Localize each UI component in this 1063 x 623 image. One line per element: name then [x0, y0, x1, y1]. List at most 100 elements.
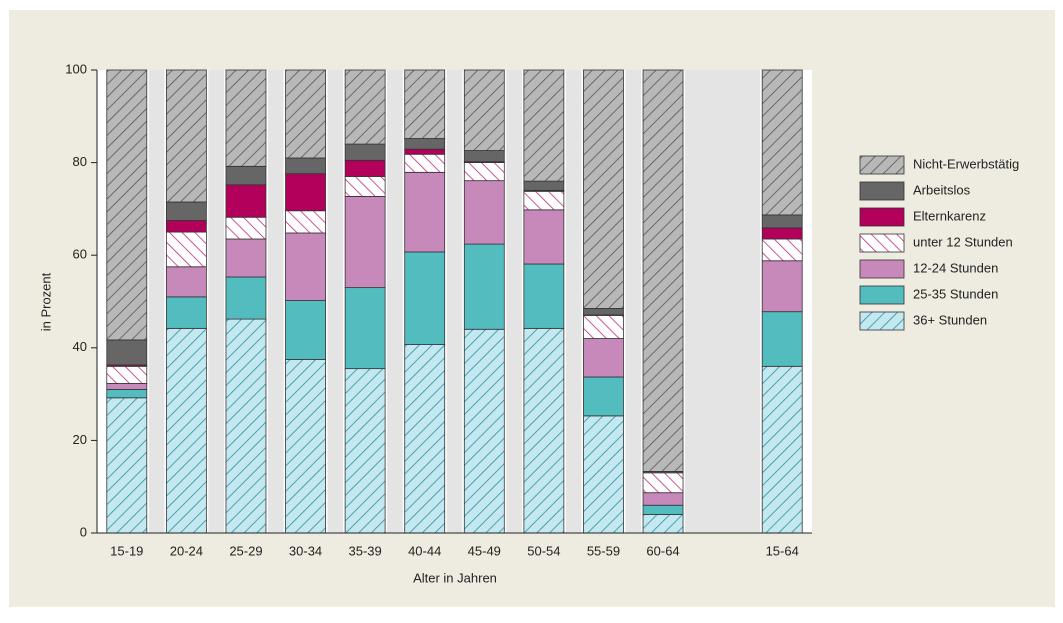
legend-label: 12-24 Stunden — [913, 260, 998, 275]
bar-segment — [463, 243, 505, 330]
bar-segment — [106, 339, 148, 366]
x-tick-label: 35-39 — [349, 543, 382, 558]
legend-swatch — [859, 207, 905, 227]
bar-segment — [165, 327, 207, 534]
legend-label: 25-35 Stunden — [913, 286, 998, 301]
bar-segment — [583, 308, 624, 316]
bar-segment — [463, 180, 505, 245]
bar-segment — [344, 69, 386, 145]
bar-segment — [225, 318, 267, 534]
bar-segment — [404, 153, 446, 173]
bar-segment — [523, 327, 565, 534]
legend-swatch — [859, 155, 905, 175]
x-tick-label: 15-19 — [110, 543, 143, 558]
legend-swatch — [859, 285, 905, 305]
bar-segment — [106, 365, 148, 384]
bar-segment — [165, 231, 207, 268]
bar-segment — [642, 514, 684, 534]
y-tick-label: 100 — [65, 61, 87, 76]
x-axis-label: Alter in Jahren — [413, 570, 497, 585]
bar-segment — [165, 69, 207, 203]
y-tick-label: 60 — [73, 247, 87, 262]
bar-segment — [463, 69, 505, 151]
legend-label: 36+ Stunden — [913, 312, 987, 327]
column-gap — [685, 70, 761, 533]
bar-segment — [761, 69, 803, 216]
bar-segment — [404, 251, 446, 345]
bar-segment — [583, 376, 624, 417]
column-gap — [387, 70, 403, 533]
bar-segment — [344, 195, 386, 289]
bar-segment — [642, 504, 684, 515]
column-gap — [625, 70, 642, 533]
column-gap — [506, 70, 522, 533]
bar-segment — [523, 209, 565, 265]
bar-segment — [404, 344, 446, 534]
bar-segment — [344, 287, 386, 370]
bar-segment — [344, 176, 386, 197]
bar-segment — [165, 220, 207, 233]
bar-segment — [761, 227, 803, 240]
column-gap — [208, 70, 224, 533]
bar-segment — [404, 69, 446, 139]
x-tick-label: 45-49 — [468, 543, 501, 558]
bar-segment — [463, 162, 505, 182]
x-tick-label: 40-44 — [408, 543, 441, 558]
bar-segment — [285, 232, 326, 301]
bar-segment — [404, 148, 446, 155]
bar-segment — [642, 472, 684, 494]
bar-segment — [285, 300, 326, 360]
bar-segment — [225, 165, 267, 186]
bar-segment — [344, 159, 386, 177]
bar-segment — [404, 138, 446, 150]
y-tick-label: 20 — [73, 432, 87, 447]
bar-segment — [165, 201, 207, 221]
bar-segment — [285, 69, 326, 159]
bar-segment — [583, 314, 624, 339]
bar-segment — [583, 415, 624, 534]
legend-label: unter 12 Stunden — [913, 234, 1013, 249]
x-tick-label: 20-24 — [170, 543, 203, 558]
bar-segment — [761, 365, 803, 534]
bar-segment — [285, 210, 326, 234]
bar-segment — [165, 266, 207, 298]
bar-segment — [106, 69, 148, 341]
bar-segment — [225, 238, 267, 278]
bar-segment — [225, 216, 267, 240]
bar-segment — [463, 328, 505, 534]
bar-segment — [761, 238, 803, 262]
bar-segment — [106, 389, 148, 399]
x-tick-label: 55-59 — [587, 543, 620, 558]
x-tick-label: 30-34 — [289, 543, 322, 558]
bar-segment — [344, 143, 386, 161]
column-gap — [267, 70, 284, 533]
bar-segment — [344, 368, 386, 534]
column-gap — [565, 70, 582, 533]
bar-segment — [225, 184, 267, 218]
bar-segment — [523, 180, 565, 191]
bar-segment — [404, 171, 446, 253]
y-tick-label: 0 — [80, 524, 87, 539]
bar-segment — [463, 150, 505, 163]
bar-segment — [165, 296, 207, 329]
bar-segment — [225, 276, 267, 320]
x-tick-label: 60-64 — [646, 543, 679, 558]
y-tick-label: 80 — [73, 154, 87, 169]
bar-segment — [761, 311, 803, 367]
bar-segment — [106, 397, 148, 534]
y-axis-label: in Prozent — [38, 272, 53, 331]
bar-segment — [285, 358, 326, 534]
bar-segment — [761, 260, 803, 313]
legend-label: Nicht-Erwerbstätig — [913, 156, 1019, 171]
x-tick-label: 50-54 — [527, 543, 560, 558]
y-tick-label: 40 — [73, 339, 87, 354]
x-tick-label: 15-64 — [766, 543, 799, 558]
legend-swatch — [859, 259, 905, 279]
bar-segment — [225, 69, 267, 167]
bar-segment — [642, 492, 684, 506]
column-gap — [446, 70, 463, 533]
x-tick-label: 25-29 — [229, 543, 262, 558]
bar-segment — [523, 69, 565, 182]
